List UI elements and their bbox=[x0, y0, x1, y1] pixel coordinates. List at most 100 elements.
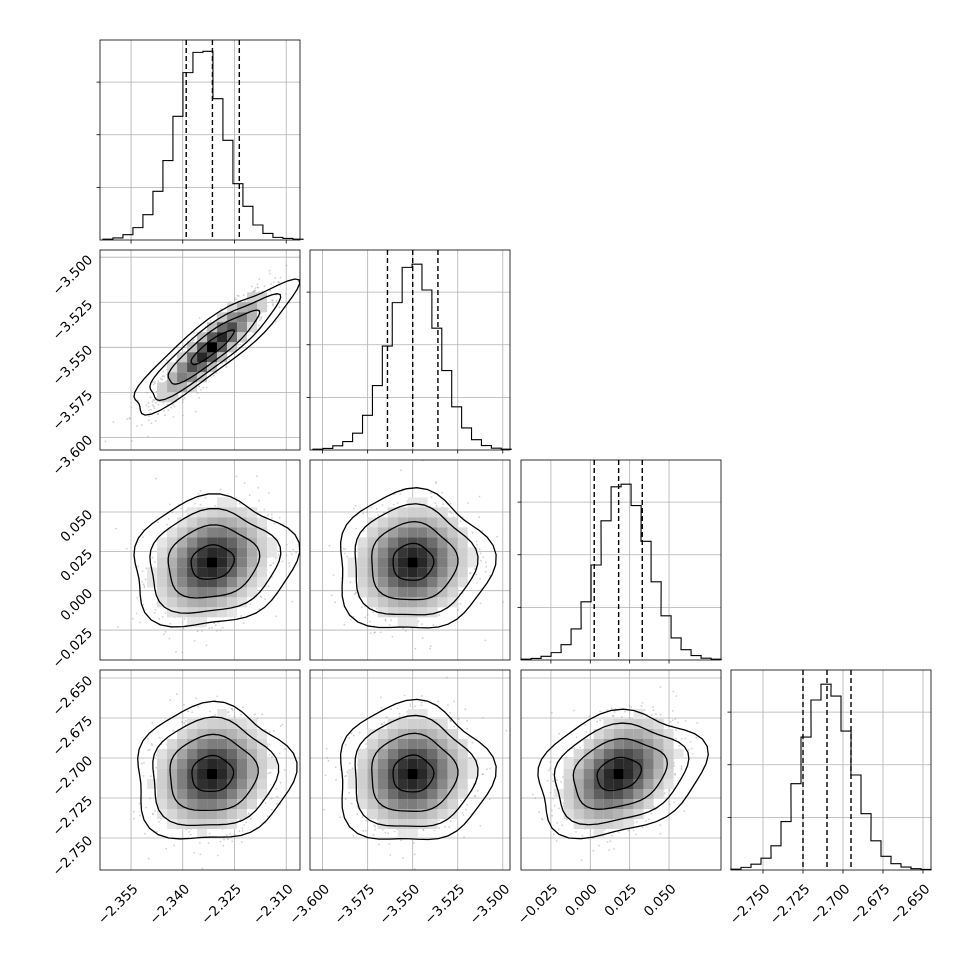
scatter-frame bbox=[309, 459, 511, 661]
sample-point bbox=[193, 331, 196, 334]
scatter-frame bbox=[99, 249, 301, 451]
density-cell bbox=[447, 597, 458, 608]
density-cell bbox=[387, 537, 398, 548]
density-cell bbox=[467, 547, 478, 558]
density-cell bbox=[207, 362, 218, 373]
density-cell bbox=[377, 567, 388, 578]
grid-lines bbox=[731, 670, 931, 870]
sample-point bbox=[158, 821, 160, 823]
sample-point bbox=[442, 503, 445, 505]
sample-point bbox=[142, 583, 145, 586]
sample-point bbox=[344, 548, 347, 550]
sample-point bbox=[257, 287, 260, 289]
contour-level-2 bbox=[371, 520, 459, 601]
density-cell bbox=[387, 607, 398, 618]
sample-point bbox=[199, 489, 202, 492]
density-cell bbox=[237, 587, 248, 598]
density-cell bbox=[197, 547, 208, 558]
sample-point bbox=[198, 396, 201, 399]
sample-point bbox=[199, 503, 202, 506]
density-cell bbox=[257, 527, 268, 538]
sample-point bbox=[485, 565, 488, 568]
sample-point bbox=[278, 306, 281, 309]
density-cell bbox=[187, 789, 198, 799]
sample-point bbox=[258, 278, 261, 281]
sample-point bbox=[169, 699, 171, 702]
density-cell bbox=[167, 769, 178, 779]
sample-point bbox=[184, 350, 186, 353]
sample-point bbox=[128, 417, 131, 420]
sample-point bbox=[261, 713, 264, 716]
density-cell bbox=[407, 527, 418, 538]
sample-point bbox=[138, 802, 141, 805]
density-cell bbox=[247, 577, 258, 588]
sample-point bbox=[251, 285, 253, 288]
density-cell bbox=[257, 517, 268, 528]
contour-level-1 bbox=[190, 329, 236, 366]
contour-level-4 bbox=[133, 493, 300, 628]
density-cell bbox=[177, 789, 188, 799]
sample-point bbox=[167, 409, 170, 412]
sample-point bbox=[150, 422, 153, 425]
sample-point bbox=[161, 616, 164, 618]
contour-level-4 bbox=[133, 278, 300, 416]
sample-point bbox=[151, 722, 154, 724]
sample-point bbox=[181, 651, 184, 654]
sample-point bbox=[221, 362, 224, 365]
density-cell bbox=[437, 527, 448, 538]
density-cell bbox=[387, 597, 398, 608]
sample-point bbox=[214, 714, 217, 716]
density-cell bbox=[427, 557, 438, 568]
sample-point bbox=[157, 403, 160, 406]
sample-point bbox=[147, 402, 150, 404]
density-cell bbox=[467, 557, 478, 568]
density-cell bbox=[417, 607, 428, 618]
sample-point bbox=[228, 714, 230, 717]
sample-point bbox=[227, 838, 230, 841]
sample-point bbox=[244, 300, 247, 303]
sample-point bbox=[200, 388, 203, 391]
sample-point bbox=[140, 762, 143, 765]
density-cell bbox=[417, 547, 428, 558]
density-cell bbox=[427, 507, 438, 518]
density-cell bbox=[167, 567, 178, 578]
density-cell bbox=[397, 617, 408, 628]
sample-point bbox=[279, 276, 282, 279]
sample-point bbox=[154, 609, 157, 611]
density-cell bbox=[407, 567, 418, 578]
sample-point bbox=[231, 840, 234, 843]
sample-point bbox=[214, 624, 217, 627]
density-cell bbox=[157, 769, 168, 779]
sample-point bbox=[151, 744, 154, 746]
sample-point bbox=[375, 607, 378, 610]
sample-point bbox=[155, 477, 157, 480]
density-cell bbox=[197, 729, 208, 739]
sample-point bbox=[349, 581, 352, 584]
density-cell bbox=[207, 537, 218, 548]
scatter-panel-r3-c2 bbox=[310, 460, 510, 660]
sample-point bbox=[274, 557, 277, 560]
density-cell bbox=[157, 557, 168, 568]
sample-point bbox=[163, 375, 166, 378]
sample-point bbox=[173, 405, 176, 408]
sample-point bbox=[254, 289, 256, 292]
sample-point bbox=[180, 507, 183, 510]
sample-point bbox=[484, 639, 487, 642]
sample-point bbox=[219, 629, 222, 632]
density-cell bbox=[407, 507, 418, 518]
density-cell bbox=[377, 577, 388, 588]
sample-point bbox=[145, 567, 148, 570]
density-cell bbox=[167, 819, 178, 829]
sample-point bbox=[263, 285, 266, 288]
sample-point bbox=[479, 602, 482, 605]
density-cell bbox=[167, 759, 178, 769]
sample-point bbox=[242, 706, 244, 708]
density-cell bbox=[397, 567, 408, 578]
density-cell bbox=[157, 799, 168, 809]
density-cell bbox=[177, 739, 188, 749]
density-cell bbox=[157, 382, 168, 393]
density-cell bbox=[217, 352, 228, 363]
density-cell bbox=[417, 587, 428, 598]
